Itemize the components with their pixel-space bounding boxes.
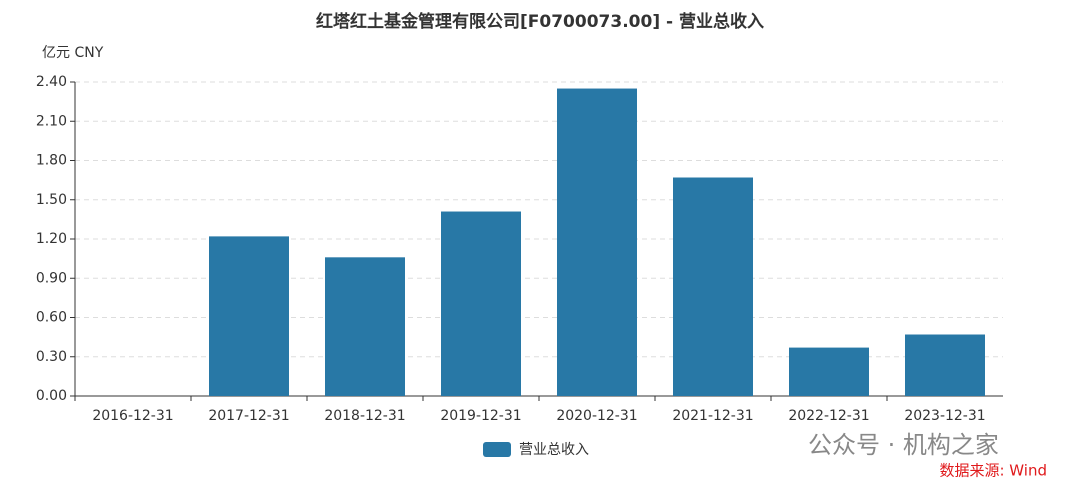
y-tick-label: 0.00 bbox=[36, 388, 67, 404]
x-tick-label: 2017-12-31 bbox=[208, 408, 289, 424]
bar bbox=[325, 257, 405, 396]
x-tick-label: 2021-12-31 bbox=[672, 408, 753, 424]
y-tick-label: 1.20 bbox=[36, 231, 67, 247]
y-tick-label: 2.40 bbox=[36, 74, 67, 90]
y-tick-label: 1.80 bbox=[36, 153, 67, 169]
bar bbox=[905, 334, 985, 396]
x-tick-label: 2022-12-31 bbox=[788, 408, 869, 424]
bar bbox=[441, 211, 521, 396]
legend-label: 营业总收入 bbox=[519, 442, 589, 458]
x-tick-label: 2020-12-31 bbox=[556, 408, 637, 424]
bar bbox=[557, 88, 637, 397]
x-tick-label: 2018-12-31 bbox=[324, 408, 405, 424]
legend-swatch bbox=[483, 442, 511, 457]
bar bbox=[789, 347, 869, 396]
y-tick-label: 2.10 bbox=[36, 113, 67, 129]
source: 数据来源: Wind bbox=[939, 462, 1047, 480]
y-tick-label: 0.30 bbox=[36, 349, 67, 365]
y-tick-label: 0.90 bbox=[36, 270, 67, 286]
y-unit: 亿元 CNY bbox=[42, 45, 104, 61]
bar bbox=[673, 177, 753, 396]
x-tick-label: 2016-12-31 bbox=[92, 408, 173, 424]
watermark: 公众号 · 机构之家 bbox=[808, 431, 999, 459]
bar bbox=[209, 236, 289, 396]
y-tick-label: 1.50 bbox=[36, 192, 67, 208]
y-tick-label: 0.60 bbox=[36, 310, 67, 326]
x-tick-label: 2019-12-31 bbox=[440, 408, 521, 424]
x-tick-label: 2023-12-31 bbox=[904, 408, 985, 424]
chart-title: 红塔红土基金管理有限公司[F0700073.00] - 营业总收入 bbox=[316, 11, 764, 32]
